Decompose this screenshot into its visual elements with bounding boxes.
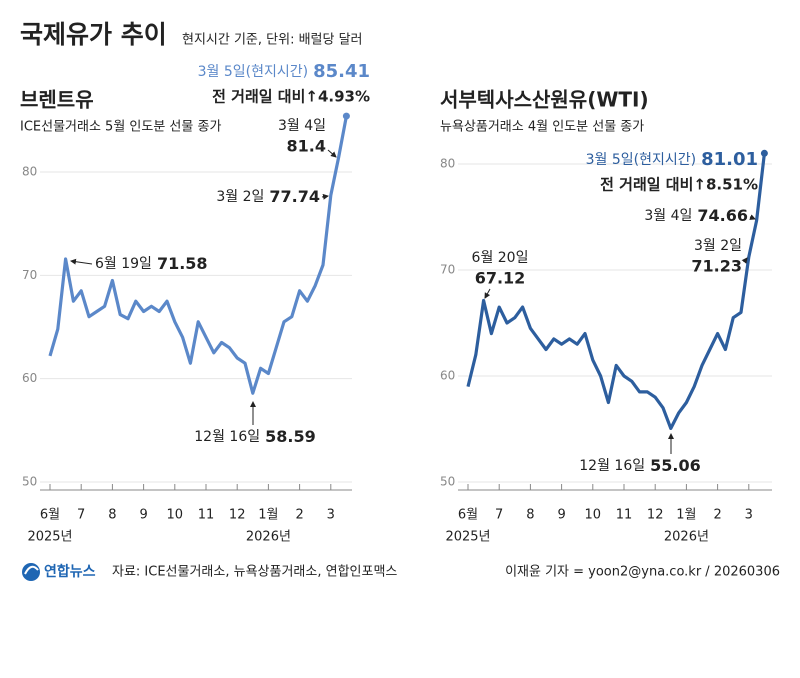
y-tick-label: 80 — [440, 157, 455, 171]
y-tick-label: 50 — [440, 475, 455, 489]
title: 국제유가 추이 — [20, 20, 167, 49]
x-tick-label: 1월 — [676, 508, 696, 523]
x-tick-label: 2 — [713, 508, 721, 523]
point-date: 3월 5일(현지시간) — [198, 64, 308, 80]
year-label: 2025년 — [445, 530, 490, 545]
x-tick-label: 10 — [585, 508, 602, 523]
arrow — [484, 288, 491, 299]
change-note: 전 거래일 대비↑8.51% — [600, 176, 758, 194]
point-value: 81.01 — [701, 149, 758, 170]
point-label: 3월 2일 77.74 — [216, 187, 320, 206]
subtitle: 현지시간 기준, 단위: 배럴당 달러 — [182, 33, 363, 48]
point-value: 55.06 — [650, 456, 701, 475]
chart-subtitle: ICE선물거래소 5월 인도분 선물 종가 — [20, 120, 221, 135]
x-tick-label: 8 — [108, 508, 116, 523]
x-tick-label: 12 — [229, 508, 246, 523]
x-tick-label: 9 — [557, 508, 565, 523]
x-tick-label: 1월 — [258, 508, 278, 523]
point-value: 85.41 — [313, 61, 370, 82]
arrow — [327, 149, 337, 158]
last-point — [342, 112, 350, 120]
source: 자료: ICE선물거래소, 뉴욕상품거래소, 연합인포맥스 — [112, 565, 397, 580]
point-value: 81.4 — [287, 137, 326, 156]
y-tick-label: 60 — [440, 369, 455, 383]
point-label: 3월 5일(현지시간) 85.41 — [198, 61, 370, 82]
point-value: 71.23 — [691, 257, 742, 276]
x-tick-label: 3 — [745, 508, 753, 523]
x-tick-label: 10 — [167, 508, 184, 523]
last-point — [760, 149, 768, 157]
x-tick-label: 2 — [295, 508, 303, 523]
y-tick-label: 50 — [22, 475, 37, 489]
arrow — [321, 193, 329, 200]
point-date: 3월 5일(현지시간) — [586, 152, 696, 168]
chart-title: 브렌트유 — [20, 88, 94, 112]
x-tick-label: 8 — [526, 508, 534, 523]
y-tick-label: 80 — [22, 164, 37, 178]
point-value: 71.58 — [157, 254, 208, 273]
chart-title: 서부텍사스산원유(WTI) — [440, 88, 649, 112]
arrow — [70, 258, 93, 265]
arrow — [749, 214, 756, 220]
point-value: 67.12 — [475, 269, 526, 288]
credit: 이재윤 기자 = yoon2@yna.co.kr / 20260306 — [505, 565, 780, 580]
point-label: 12월 16일 58.59 — [194, 427, 315, 446]
year-label: 2026년 — [246, 530, 291, 545]
point-label: 6월 19일 71.58 — [95, 254, 208, 273]
x-tick-label: 7 — [77, 508, 85, 523]
point-value: 58.59 — [265, 427, 316, 446]
price-line — [466, 153, 766, 430]
x-tick-label: 12 — [647, 508, 664, 523]
point-value: 77.74 — [269, 187, 320, 206]
point-date: 3월 2일 — [216, 189, 264, 205]
chart-subtitle: 뉴욕상품거래소 4월 인도분 선물 종가 — [440, 120, 644, 135]
logo-mark — [24, 565, 39, 575]
point-date: 6월 20일 — [472, 250, 529, 266]
x-tick-label: 7 — [495, 508, 503, 523]
point-label: 12월 16일 55.06 — [579, 456, 700, 475]
x-tick-label: 11 — [616, 508, 633, 523]
y-tick-label: 70 — [22, 268, 37, 282]
point-value: 74.66 — [697, 206, 748, 225]
arrow — [741, 257, 748, 264]
y-tick-label: 60 — [22, 371, 37, 385]
brand: 연합뉴스 — [44, 563, 96, 580]
y-tick-label: 70 — [440, 263, 455, 277]
logo — [22, 563, 40, 581]
point-date: 12월 16일 — [579, 458, 645, 474]
change-note: 전 거래일 대비↑4.93% — [212, 88, 370, 106]
price-line — [48, 115, 348, 395]
point-date: 12월 16일 — [194, 429, 260, 445]
point-label: 3월 5일(현지시간) 81.01 — [586, 149, 758, 170]
point-date: 3월 4일 — [278, 118, 326, 134]
year-label: 2026년 — [664, 530, 709, 545]
year-label: 2025년 — [27, 530, 72, 545]
x-tick-label: 3 — [327, 508, 335, 523]
x-tick-label: 6월 — [458, 508, 478, 523]
point-label: 3월 4일 74.66 — [644, 206, 748, 225]
x-tick-label: 11 — [198, 508, 215, 523]
point-date: 3월 2일 — [694, 238, 742, 254]
x-tick-label: 9 — [139, 508, 147, 523]
x-tick-label: 6월 — [40, 508, 60, 523]
point-date: 3월 4일 — [644, 208, 692, 224]
point-date: 6월 19일 — [95, 256, 152, 272]
